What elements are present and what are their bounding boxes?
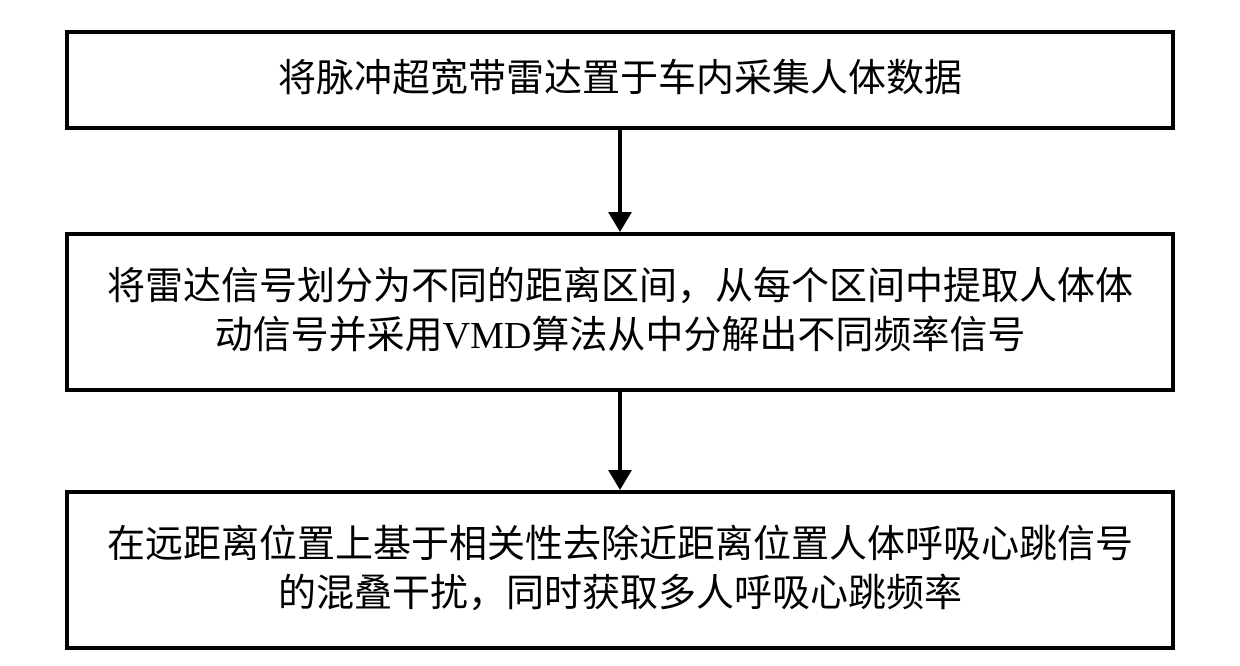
flow-arrow-1-line	[618, 130, 622, 216]
flow-node-2: 将雷达信号划分为不同的距离区间，从每个区间中提取人体体动信号并采用VMD算法从中…	[65, 232, 1175, 392]
flow-node-1: 将脉冲超宽带雷达置于车内采集人体数据	[65, 30, 1175, 130]
flow-arrow-1-head	[608, 212, 632, 232]
flow-arrow-2-head	[608, 470, 632, 490]
flowchart-canvas: 将脉冲超宽带雷达置于车内采集人体数据 将雷达信号划分为不同的距离区间，从每个区间…	[0, 0, 1240, 666]
flow-arrow-2-line	[618, 392, 622, 470]
flow-node-3: 在远距离位置上基于相关性去除近距离位置人体呼吸心跳信号的混叠干扰，同时获取多人呼…	[65, 490, 1175, 650]
